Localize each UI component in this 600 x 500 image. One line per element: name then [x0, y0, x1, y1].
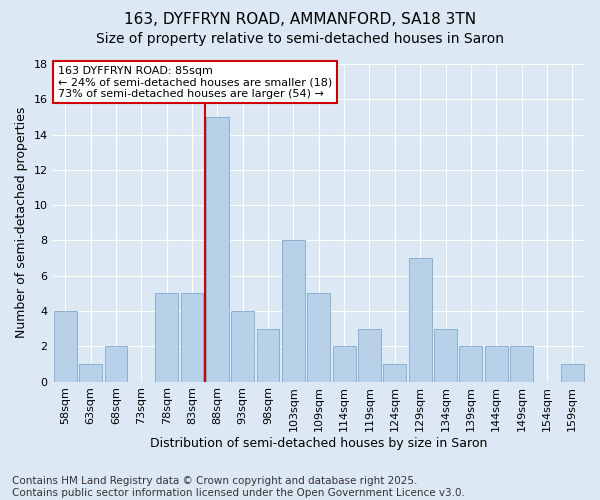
Bar — [282, 240, 305, 382]
Bar — [79, 364, 102, 382]
Text: 163 DYFFRYN ROAD: 85sqm
← 24% of semi-detached houses are smaller (18)
73% of se: 163 DYFFRYN ROAD: 85sqm ← 24% of semi-de… — [58, 66, 332, 99]
Bar — [383, 364, 406, 382]
Bar — [231, 311, 254, 382]
Y-axis label: Number of semi-detached properties: Number of semi-detached properties — [15, 107, 28, 338]
Bar — [257, 328, 280, 382]
Bar — [307, 294, 330, 382]
Bar — [460, 346, 482, 382]
Text: Size of property relative to semi-detached houses in Saron: Size of property relative to semi-detach… — [96, 32, 504, 46]
Bar — [409, 258, 431, 382]
Bar — [104, 346, 127, 382]
Text: Contains HM Land Registry data © Crown copyright and database right 2025.
Contai: Contains HM Land Registry data © Crown c… — [12, 476, 465, 498]
Bar — [358, 328, 381, 382]
Bar — [54, 311, 77, 382]
Bar — [155, 294, 178, 382]
Bar — [181, 294, 203, 382]
Bar — [485, 346, 508, 382]
Bar — [333, 346, 356, 382]
Bar — [206, 117, 229, 382]
Bar — [434, 328, 457, 382]
X-axis label: Distribution of semi-detached houses by size in Saron: Distribution of semi-detached houses by … — [150, 437, 487, 450]
Text: 163, DYFFRYN ROAD, AMMANFORD, SA18 3TN: 163, DYFFRYN ROAD, AMMANFORD, SA18 3TN — [124, 12, 476, 28]
Bar — [510, 346, 533, 382]
Bar — [561, 364, 584, 382]
